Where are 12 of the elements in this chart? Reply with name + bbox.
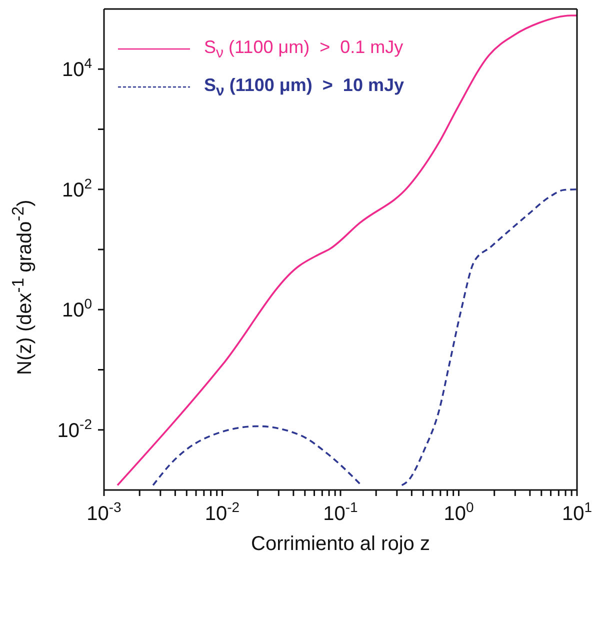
y-tick-label: 10$^{2}$: [62, 175, 92, 202]
x-tick-label: 10$^{0}$: [444, 499, 474, 525]
y-tick-label: 10$^{0}$: [62, 296, 92, 322]
x-axis-title: Corrimiento al rojo z: [251, 533, 430, 555]
x-tick-label: 10$^{-2}$: [204, 499, 240, 525]
legend-label: S$_{ν}$ (1100 μm) > 0.1 mJy: [204, 36, 404, 62]
legend-label: S$_{ν}$ (1100 μm) > 10 mJy: [204, 74, 404, 100]
y-tick-label: 10$^{-2}$: [57, 416, 92, 442]
x-tick-label: 10$^{-1}$: [323, 499, 358, 525]
y-tick-label: 10$^{4}$: [62, 55, 92, 82]
x-tick-label: 10$^{-3}$: [86, 499, 122, 525]
x-tick-label: 10$^{1}$: [562, 499, 592, 525]
